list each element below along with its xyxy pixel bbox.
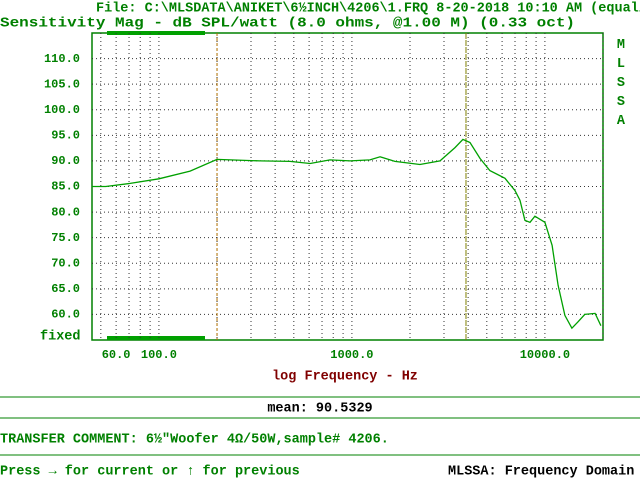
y-tick-label: 60.0 [51,308,80,322]
y-tick-label: 70.0 [51,256,80,270]
x-tick-label: 60.0 [102,348,131,362]
x-tick-label: 100.0 [141,348,177,362]
scroll-bar-bottom [107,336,205,340]
y-tick-label: 105.0 [44,77,80,91]
response-curve [92,138,602,330]
x-axis-title: log Frequency - Hz [272,370,418,385]
key-hint: Press → for current or ↑ for previous [0,465,300,480]
y-tick-label: 90.0 [51,154,80,168]
y-tick-label: 95.0 [51,129,80,143]
mode-label: MLSSA: Frequency Domain [448,465,634,480]
side-label: MLSSA [613,38,628,133]
x-tick-label: 10000.0 [520,348,570,362]
x-tick-label: 1000.0 [330,348,373,362]
mean-label: mean: 90.5329 [267,402,372,417]
transfer-comment: TRANSFER COMMENT: 6½"Woofer 4Ω/50W,sampl… [0,433,389,448]
chart-title: Sensitivity Mag - dB SPL/watt (8.0 ohms,… [0,17,575,32]
scroll-bar-top [107,31,205,35]
y-tick-label: 100.0 [44,103,80,117]
y-tick-label: 110.0 [44,52,80,66]
y-tick-label: 65.0 [51,282,80,296]
y-tick-label: 85.0 [51,180,80,194]
file-line: File: C:\MLSDATA\ANIKET\6½INCH\4206\1.FR… [96,2,640,17]
y-tick-label: 80.0 [51,205,80,219]
y-scale-label: fixed [40,330,81,345]
y-tick-label: 75.0 [51,231,80,245]
